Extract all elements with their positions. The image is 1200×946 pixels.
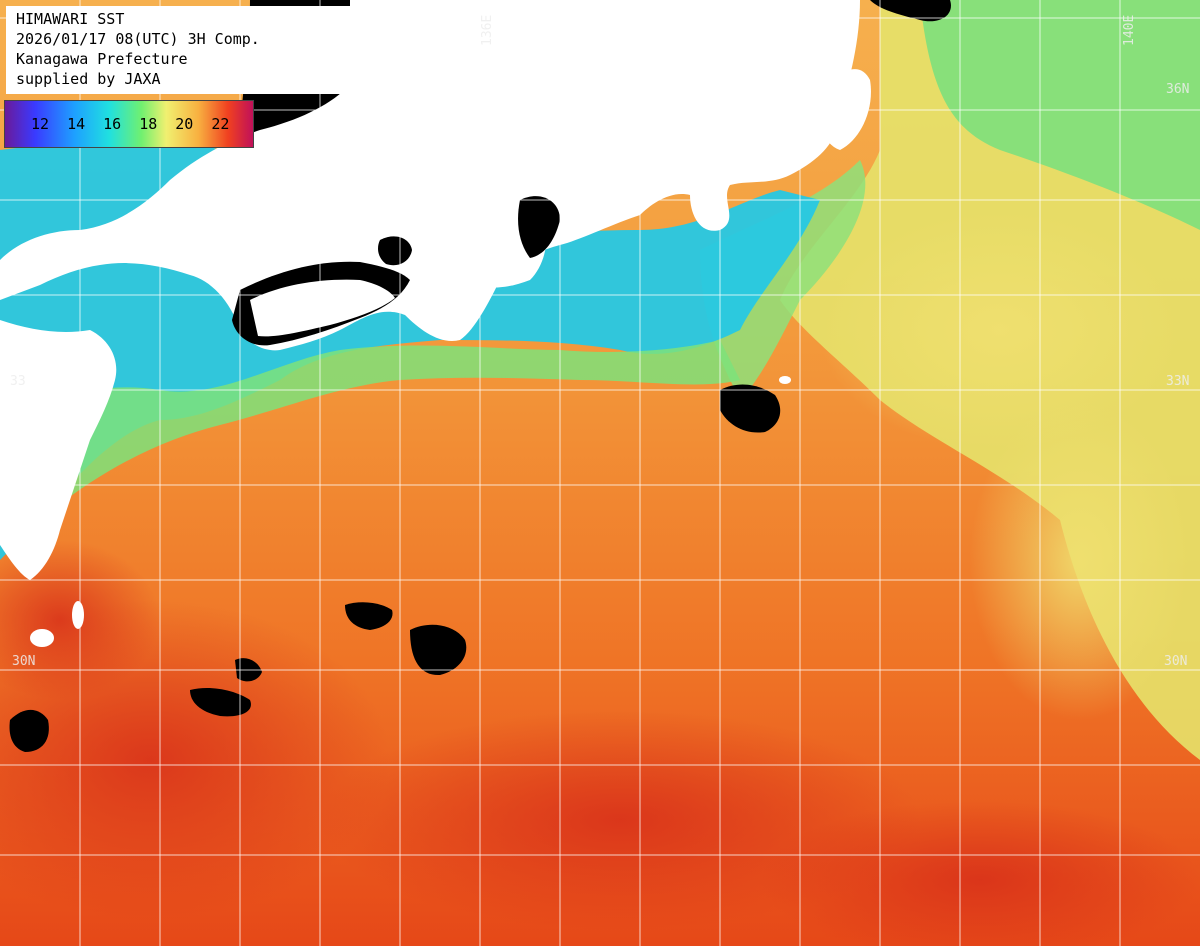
legend-tick: 14 [67,115,86,133]
legend-tick: 18 [139,115,158,133]
land-kyushu [0,320,117,580]
timestamp: 2026/01/17 08(UTC) 3H Comp. [16,30,260,48]
legend-tick: 16 [103,115,122,133]
island-3 [779,376,791,384]
legend-tick: 20 [175,115,194,133]
data-credit: supplied by JAXA [16,70,161,88]
nodata-cloud-3 [190,688,251,717]
island-1 [30,629,54,647]
legend-tick: 12 [31,115,50,133]
color-scale-legend: 12 14 16 18 20 22 [4,100,254,148]
lat-label-30n-right: 30N [1164,654,1188,669]
land-shikoku-white [250,279,395,337]
green-water-coast [700,160,866,400]
nodata-cloud-2 [345,602,393,630]
island-2 [72,601,84,629]
land-izu-black [720,384,781,433]
land-kii-black [518,196,560,258]
region-name: Kanagawa Prefecture [16,50,188,68]
lat-label-33n-right: 33N [1166,374,1190,389]
legend-ticks: 12 14 16 18 20 22 [5,101,253,147]
cool-water-strip [0,340,740,540]
land-honshu [0,0,860,351]
lat-label-30n-left: 30N [12,654,36,669]
product-title: HIMAWARI SST [16,10,125,28]
land-awaji [378,236,412,266]
map-info-box: HIMAWARI SST 2026/01/17 08(UTC) 3H Comp.… [6,6,350,94]
legend-tick: 22 [211,115,230,133]
lon-label-136e: 136E [480,14,495,46]
lon-label-140e: 140E [1122,14,1137,46]
nodata-northeast [870,0,951,22]
lat-label-36n: 36N [1166,82,1190,97]
green-water-ne [920,0,1200,230]
nodata-cloud-1 [410,624,467,676]
nodata-cloud-4 [9,709,49,752]
lat-label-33-left: 33 [10,374,26,389]
legend-gradient [5,101,253,147]
